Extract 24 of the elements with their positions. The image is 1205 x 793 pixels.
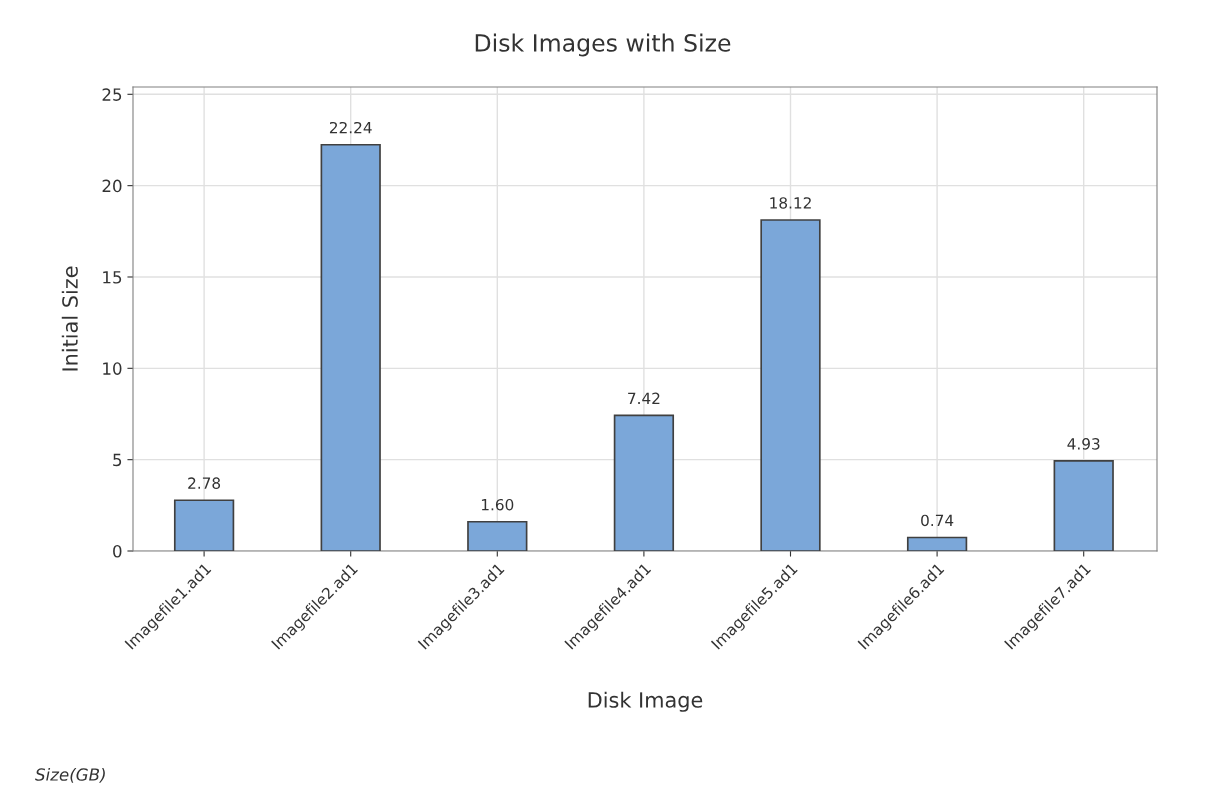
y-tick-label: 20 (102, 179, 122, 193)
y-tick-label: 5 (113, 453, 122, 467)
bar (467, 520, 528, 551)
data-label: 22.24 (329, 121, 372, 134)
bar (173, 499, 235, 551)
data-label: 0.74 (921, 514, 954, 527)
bar (320, 143, 381, 551)
data-label: 1.60 (481, 498, 514, 511)
x-axis-title: Disk Image (588, 691, 703, 712)
y-axis-title: Initial Size (61, 266, 78, 371)
data-label: 18.12 (770, 197, 811, 209)
data-label: 4.93 (1067, 438, 1100, 450)
y-tick-label: 10 (103, 362, 122, 375)
data-label: 2.78 (188, 477, 221, 489)
data-label: 7.42 (628, 392, 660, 404)
y-tick-label: 25 (102, 88, 122, 101)
y-tick-label: 0 (113, 544, 122, 558)
text: Size(GB) (35, 767, 105, 783)
y-tick-label: 15 (103, 271, 122, 284)
bar (906, 536, 968, 551)
chart-title: Disk Images with Size (475, 33, 731, 57)
bar (613, 414, 675, 551)
bar (760, 219, 821, 551)
bar (1053, 460, 1114, 551)
